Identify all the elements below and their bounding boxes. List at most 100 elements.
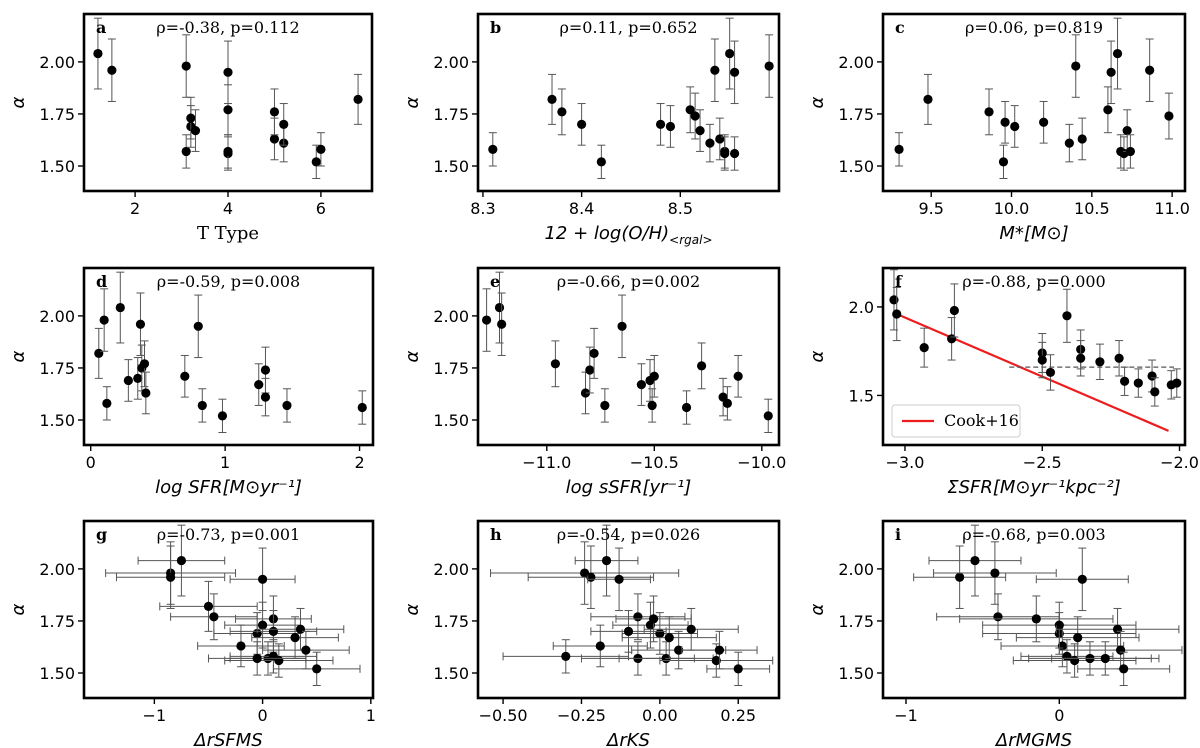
y-tick-label: 2.00 xyxy=(838,53,874,72)
marker xyxy=(1077,574,1087,584)
marker xyxy=(1172,378,1182,388)
y-tick-label: 2.0 xyxy=(849,298,874,317)
data-point xyxy=(1076,340,1086,377)
marker xyxy=(141,388,151,398)
data-point xyxy=(497,292,507,356)
marker xyxy=(316,144,326,154)
data-point xyxy=(223,134,233,169)
y-tick-label: 1.75 xyxy=(39,612,75,631)
marker xyxy=(722,398,733,408)
marker xyxy=(1039,117,1049,127)
axes-frame xyxy=(476,519,781,700)
x-tick-label: 6 xyxy=(316,199,326,218)
data-point xyxy=(695,109,705,152)
data-point xyxy=(224,643,334,678)
data-point xyxy=(139,340,150,388)
data-point xyxy=(933,541,1057,605)
x-tick-label: 1 xyxy=(220,453,230,472)
y-tick-label: 1.75 xyxy=(39,105,75,124)
x-tick-label: 10.5 xyxy=(1074,199,1110,218)
x-tick-label: 8.3 xyxy=(470,199,495,218)
data-point xyxy=(256,607,345,651)
data-point xyxy=(710,38,720,102)
data-point xyxy=(141,371,151,415)
panel-b: 8.3 8.4 8.5 1.50 1.75 2.00 b ρ=0.11, p=0.652 α 12… xyxy=(402,12,781,247)
panel-letter: e xyxy=(490,272,500,291)
data-point xyxy=(998,144,1009,180)
marker xyxy=(257,620,268,630)
marker xyxy=(193,321,203,331)
x-tick-label: 10.0 xyxy=(994,199,1030,218)
marker xyxy=(892,309,902,319)
data-point xyxy=(589,327,599,379)
x-axis-label: M*[M⊙] xyxy=(999,223,1068,244)
marker xyxy=(714,645,725,655)
data-point xyxy=(1010,105,1020,148)
marker xyxy=(998,157,1009,167)
data-point xyxy=(102,386,112,421)
marker xyxy=(1114,353,1124,363)
marker xyxy=(268,626,279,636)
data-point xyxy=(665,105,676,148)
marker xyxy=(636,380,647,390)
marker xyxy=(710,65,720,75)
x-tick-label: 4 xyxy=(223,199,233,218)
marker xyxy=(260,392,271,402)
marker xyxy=(94,348,104,358)
data-point xyxy=(190,109,201,152)
data-point xyxy=(894,132,904,167)
marker xyxy=(655,628,665,639)
data-point xyxy=(928,524,1022,597)
marker xyxy=(279,119,289,129)
marker xyxy=(1071,61,1081,71)
x-tick-label: −11.0 xyxy=(522,453,571,472)
data-point xyxy=(1122,109,1132,152)
data-point xyxy=(612,601,689,649)
marker xyxy=(711,655,721,666)
data-point xyxy=(251,616,339,659)
marker xyxy=(923,94,933,104)
data-point xyxy=(1035,547,1129,612)
marker xyxy=(674,645,684,655)
marker xyxy=(488,144,498,154)
data-point xyxy=(685,86,695,134)
data-point xyxy=(1125,134,1135,169)
correlation-stat: ρ=-0.59, p=0.008 xyxy=(157,272,300,291)
data-point xyxy=(269,88,280,136)
data-point xyxy=(722,386,733,421)
data-point xyxy=(729,40,740,105)
plot-area xyxy=(894,17,1174,180)
y-tick-label: 1.75 xyxy=(39,359,75,378)
axes-frame xyxy=(476,12,781,193)
marker xyxy=(686,624,696,634)
marker xyxy=(123,375,133,386)
data-point xyxy=(1145,38,1155,102)
data-point xyxy=(229,547,296,612)
data-point xyxy=(1051,641,1160,676)
data-point xyxy=(1037,341,1047,379)
marker xyxy=(180,371,190,381)
marker xyxy=(252,653,262,664)
data-point xyxy=(181,34,191,98)
y-tick-label: 1.75 xyxy=(433,612,469,631)
legend-label: Cook+16 xyxy=(944,411,1019,430)
x-axis-label: ΔrSFMS xyxy=(192,730,262,748)
data-point xyxy=(697,342,707,390)
marker xyxy=(550,359,561,369)
marker xyxy=(1054,620,1064,630)
y-axis-label: α xyxy=(402,350,423,362)
data-point xyxy=(705,123,715,163)
axes-frame xyxy=(82,266,375,447)
plot-area xyxy=(105,524,361,687)
marker xyxy=(181,61,191,71)
y-tick-label: 1.50 xyxy=(433,157,469,176)
data-point xyxy=(272,651,361,687)
marker xyxy=(720,148,730,159)
marker xyxy=(664,633,674,643)
data-point xyxy=(919,327,929,368)
y-tick-label: 1.50 xyxy=(39,411,75,430)
marker xyxy=(260,365,271,375)
marker xyxy=(1122,126,1132,136)
data-point xyxy=(764,34,774,98)
marker xyxy=(357,402,367,413)
